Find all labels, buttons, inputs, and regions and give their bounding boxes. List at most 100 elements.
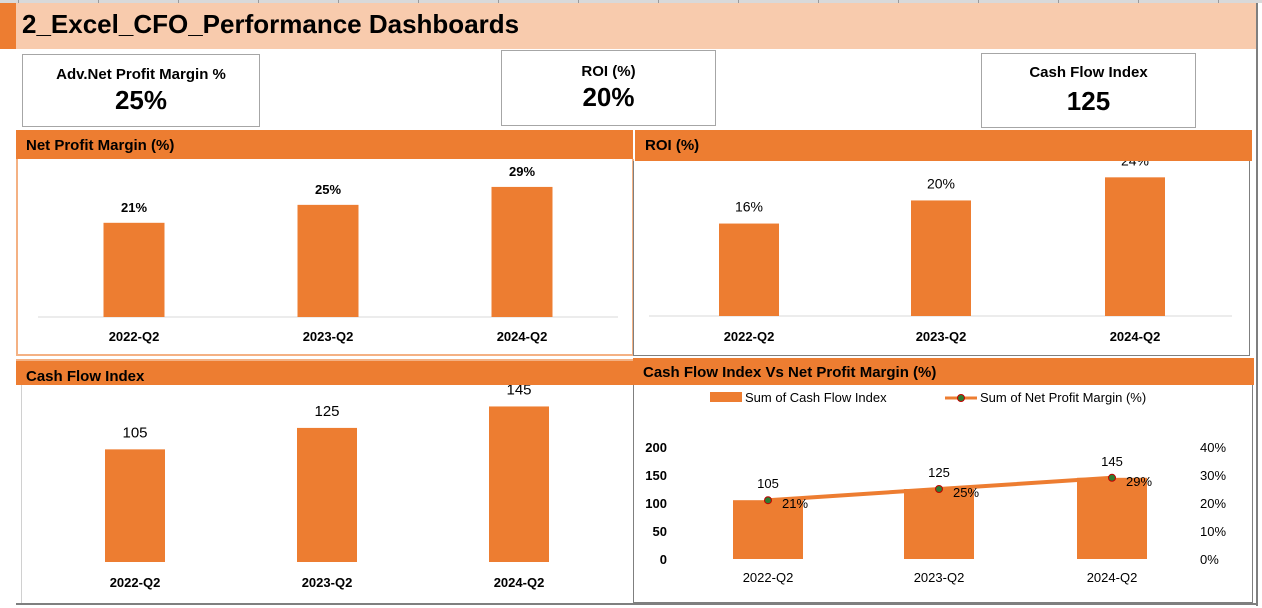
panel-title: Net Profit Margin (%): [26, 137, 175, 154]
column-tick: [498, 0, 499, 3]
y2-tick-label: 30%: [1200, 468, 1226, 483]
panel-title: ROI (%): [645, 137, 700, 154]
dashboard-title: 2_Excel_CFO_Performance Dashboards: [22, 9, 520, 39]
y2-tick-label: 20%: [1200, 496, 1226, 511]
data-label: 21%: [782, 496, 808, 511]
data-label: 29%: [509, 164, 535, 179]
category-label: 2023-Q2: [302, 575, 353, 590]
data-label: 145: [1101, 454, 1123, 469]
column-tick: [418, 0, 419, 3]
category-label: 2022-Q2: [743, 570, 794, 585]
y2-tick-label: 40%: [1200, 440, 1226, 455]
column-tick: [258, 0, 259, 3]
chart-net-profit-margin[interactable]: 21% 2022-Q2 25% 2023-Q2 29% 2024-Q2: [18, 159, 632, 354]
line-marker: [1108, 473, 1116, 482]
data-label: 25%: [953, 485, 979, 500]
bar: [105, 449, 165, 562]
chart-panel-combo[interactable]: Sum of Cash Flow Index Sum of Net Profit …: [633, 385, 1253, 603]
category-label: 2024-Q2: [494, 575, 545, 590]
panel-header-cash-flow-index: Cash Flow Index: [16, 359, 633, 385]
legend-label: Sum of Net Profit Margin (%): [980, 390, 1146, 405]
kpi-label: ROI (%): [581, 63, 636, 80]
category-label: 2022-Q2: [110, 575, 161, 590]
category-label: 2023-Q2: [914, 570, 965, 585]
kpi-label: Cash Flow Index: [1029, 64, 1148, 81]
column-tick: [578, 0, 579, 3]
y-tick-label: 200: [645, 440, 667, 455]
kpi-value: 20%: [582, 82, 635, 112]
column-tick: [738, 0, 739, 3]
chart-roi[interactable]: 16% 2022-Q2 20% 2023-Q2 24% 2024-Q2: [634, 152, 1249, 355]
chart-panel-cash-flow-index[interactable]: 105 2022-Q2 125 2023-Q2 145 2024-Q2: [21, 381, 633, 603]
data-label: 105: [757, 476, 779, 491]
kpi-value: 125: [1066, 86, 1111, 116]
panel-header-combo: Cash Flow Index Vs Net Profit Margin (%): [633, 358, 1254, 385]
data-label: 21%: [121, 200, 147, 215]
kpi-label: Adv.Net Profit Margin %: [56, 66, 226, 83]
chart-panel-net-profit-margin[interactable]: 21% 2022-Q2 25% 2023-Q2 29% 2024-Q2: [16, 159, 634, 356]
data-label: 145: [506, 385, 531, 398]
column-tick: [338, 0, 339, 3]
divider: [1256, 3, 1258, 606]
column-tick: [1218, 0, 1219, 3]
chart-panel-roi[interactable]: 16% 2022-Q2 20% 2023-Q2 24% 2024-Q2: [633, 152, 1250, 356]
column-tick: [658, 0, 659, 3]
chart-cash-flow-vs-net-profit-margin[interactable]: Sum of Cash Flow Index Sum of Net Profit …: [634, 385, 1252, 602]
category-label: 2024-Q2: [1087, 570, 1138, 585]
data-label: 29%: [1126, 474, 1152, 489]
kpi-card-net-profit-margin[interactable]: Adv.Net Profit Margin % 25%: [22, 54, 260, 127]
data-label: 125: [314, 403, 339, 420]
bar: [491, 186, 553, 317]
panel-header-roi: ROI (%): [635, 130, 1252, 161]
bar: [103, 222, 165, 317]
column-tick: [98, 0, 99, 3]
divider: [16, 603, 1258, 605]
title-bar: 2_Excel_CFO_Performance Dashboards: [16, 3, 1258, 49]
y2-tick-label: 0%: [1200, 552, 1219, 567]
y-tick-label: 50: [653, 524, 667, 539]
chart-cash-flow-index[interactable]: 105 2022-Q2 125 2023-Q2 145 2024-Q2: [22, 381, 633, 603]
y-tick-label: 100: [645, 496, 667, 511]
panel-header-net-profit-margin: Net Profit Margin (%): [16, 130, 633, 159]
title-accent-bar: [0, 3, 16, 49]
line-marker: [935, 485, 943, 493]
column-tick: [18, 0, 19, 3]
line-marker: [764, 496, 772, 505]
kpi-card-roi[interactable]: ROI (%) 20%: [501, 50, 716, 126]
column-tick: [818, 0, 819, 3]
column-tick: [178, 0, 179, 3]
bar: [297, 427, 357, 562]
y-tick-label: 150: [645, 468, 667, 483]
category-label: 2023-Q2: [303, 329, 354, 344]
bar: [911, 200, 971, 316]
bar: [1105, 177, 1165, 316]
kpi-value: 25%: [114, 85, 168, 115]
data-label: 25%: [315, 182, 341, 197]
data-label: 125: [928, 465, 950, 480]
data-label: 24%: [1121, 161, 1149, 168]
column-tick: [1138, 0, 1139, 3]
column-tick: [1058, 0, 1059, 3]
y2-tick-label: 10%: [1200, 524, 1226, 539]
legend-swatch-bar: [710, 392, 742, 402]
category-label: 2022-Q2: [109, 329, 160, 344]
column-tick: [898, 0, 899, 3]
panel-title: Cash Flow Index: [26, 368, 145, 385]
legend-label: Sum of Cash Flow Index: [745, 390, 887, 405]
category-label: 2024-Q2: [1110, 329, 1161, 344]
kpi-card-cash-flow-index[interactable]: Cash Flow Index 125: [981, 53, 1196, 128]
sheet-column-strip: [0, 0, 1262, 3]
column-tick: [978, 0, 979, 3]
bar: [904, 489, 974, 559]
bar: [733, 500, 803, 559]
data-label: 16%: [735, 199, 763, 215]
bar: [489, 406, 549, 562]
category-label: 2022-Q2: [724, 329, 775, 344]
data-label: 20%: [927, 175, 955, 191]
category-label: 2023-Q2: [916, 329, 967, 344]
bar: [297, 204, 359, 317]
data-label: 105: [122, 424, 147, 441]
legend-marker: [957, 394, 965, 402]
panel-title: Cash Flow Index Vs Net Profit Margin (%): [643, 364, 937, 381]
bar: [719, 223, 779, 316]
